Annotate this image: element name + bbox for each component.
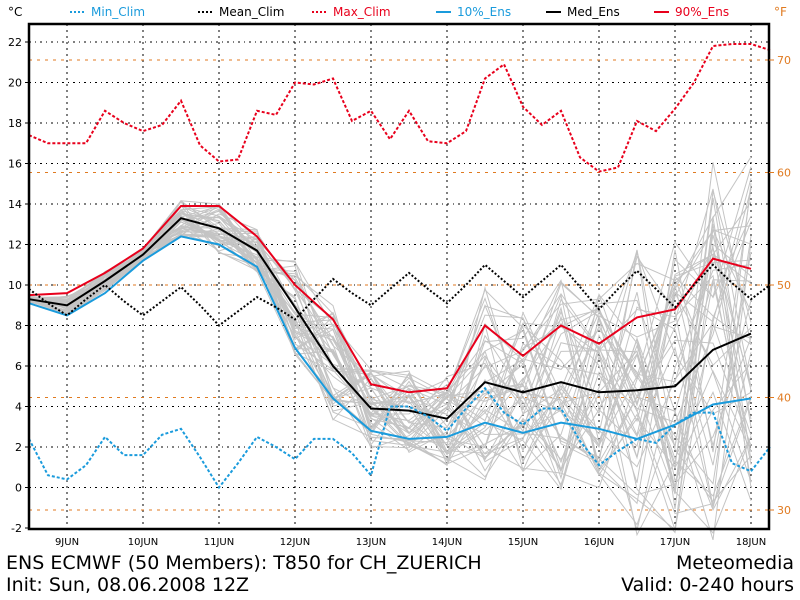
grid: [29, 24, 769, 529]
series-lines: [28, 43, 771, 490]
y-unit-celsius: °C: [8, 5, 22, 19]
x-tick-label: 18JUN: [736, 537, 766, 548]
y-tick-label: -2: [11, 522, 22, 535]
y-right-tick-label: 30: [777, 504, 791, 517]
y-tick-label: 20: [8, 77, 22, 90]
ensemble-member-line: [28, 188, 752, 486]
x-tick-label: 10JUN: [128, 537, 158, 548]
legend-label-med: Med_Ens: [567, 5, 620, 19]
x-tick-label: 16JUN: [584, 537, 614, 548]
y-right-tick-label: 70: [777, 54, 791, 67]
series-line-p10: [28, 235, 752, 440]
y-tick-label: 4: [15, 401, 22, 414]
x-axis: 9JUN 10JUN 11JUN 12JUN 13JUN 14JUN 15JUN 16JUN 1…: [55, 537, 766, 548]
provider-label: Meteomedia: [675, 552, 794, 574]
series-line-mean_clim: [28, 263, 771, 327]
series-line-p90: [28, 205, 752, 394]
y-tick-label: 18: [8, 117, 22, 130]
ensemble-member-line: [28, 214, 752, 503]
ensemble-member-line: [28, 188, 752, 480]
legend-label-mean_clim: Mean_Clim: [219, 5, 284, 19]
chart-title: ENS ECMWF (50 Members): T850 for CH_ZUER…: [6, 552, 482, 574]
y-tick-label: 10: [8, 279, 22, 292]
y-right-tick-label: 60: [777, 167, 791, 180]
ensemble-members: [28, 156, 752, 541]
series-line-min_clim: [28, 386, 771, 490]
y-tick-label: 0: [15, 482, 22, 495]
ensemble-member-line: [28, 205, 752, 482]
y-tick-label: 2: [15, 441, 22, 454]
legend-label-min_clim: Min_Clim: [91, 5, 145, 19]
y-axis-left: -2 0 2 4 6 8 10 12 14 16 18 20 22: [8, 36, 29, 535]
x-tick-label: 15JUN: [508, 537, 538, 548]
y-right-tick-label: 50: [777, 279, 791, 292]
x-tick-label: 14JUN: [432, 537, 462, 548]
validity-range: Valid: 0-240 hours: [621, 574, 794, 596]
y-tick-label: 16: [8, 158, 22, 171]
x-tick-label: 13JUN: [356, 537, 386, 548]
x-tick-label: 9JUN: [55, 537, 79, 548]
legend: Min_Clim Mean_Clim Max_Clim 10%_Ens Med_Ens 9…: [70, 5, 729, 19]
x-tick-label: 17JUN: [660, 537, 690, 548]
legend-label-p90: 90%_Ens: [675, 5, 729, 19]
x-tick-label: 11JUN: [204, 537, 234, 548]
ensemble-member-line: [28, 215, 752, 531]
legend-label-max_clim: Max_Clim: [333, 5, 391, 19]
y-tick-label: 14: [8, 198, 22, 211]
y-tick-label: 12: [8, 239, 22, 252]
y-right-tick-label: 40: [777, 392, 791, 405]
legend-label-p10: 10%_Ens: [457, 5, 511, 19]
ensemble-member-line: [28, 183, 752, 515]
y-tick-label: 8: [15, 320, 22, 333]
plot-frame: [27, 22, 771, 531]
x-tick-label: 12JUN: [280, 537, 310, 548]
y-axis-right: 30 40 50 60 70: [769, 54, 791, 517]
ensemble-member-line: [28, 200, 752, 505]
y-tick-label: 22: [8, 36, 22, 49]
y-tick-label: 6: [15, 360, 22, 373]
init-time: Init: Sun, 08.06.2008 12Z: [6, 574, 250, 596]
series-line-max_clim: [28, 43, 771, 173]
ensemble-member-line: [28, 222, 752, 491]
ensemble-member-line: [28, 156, 752, 534]
ensemble-member-line: [28, 234, 752, 465]
y-unit-fahrenheit: °F: [774, 5, 787, 19]
